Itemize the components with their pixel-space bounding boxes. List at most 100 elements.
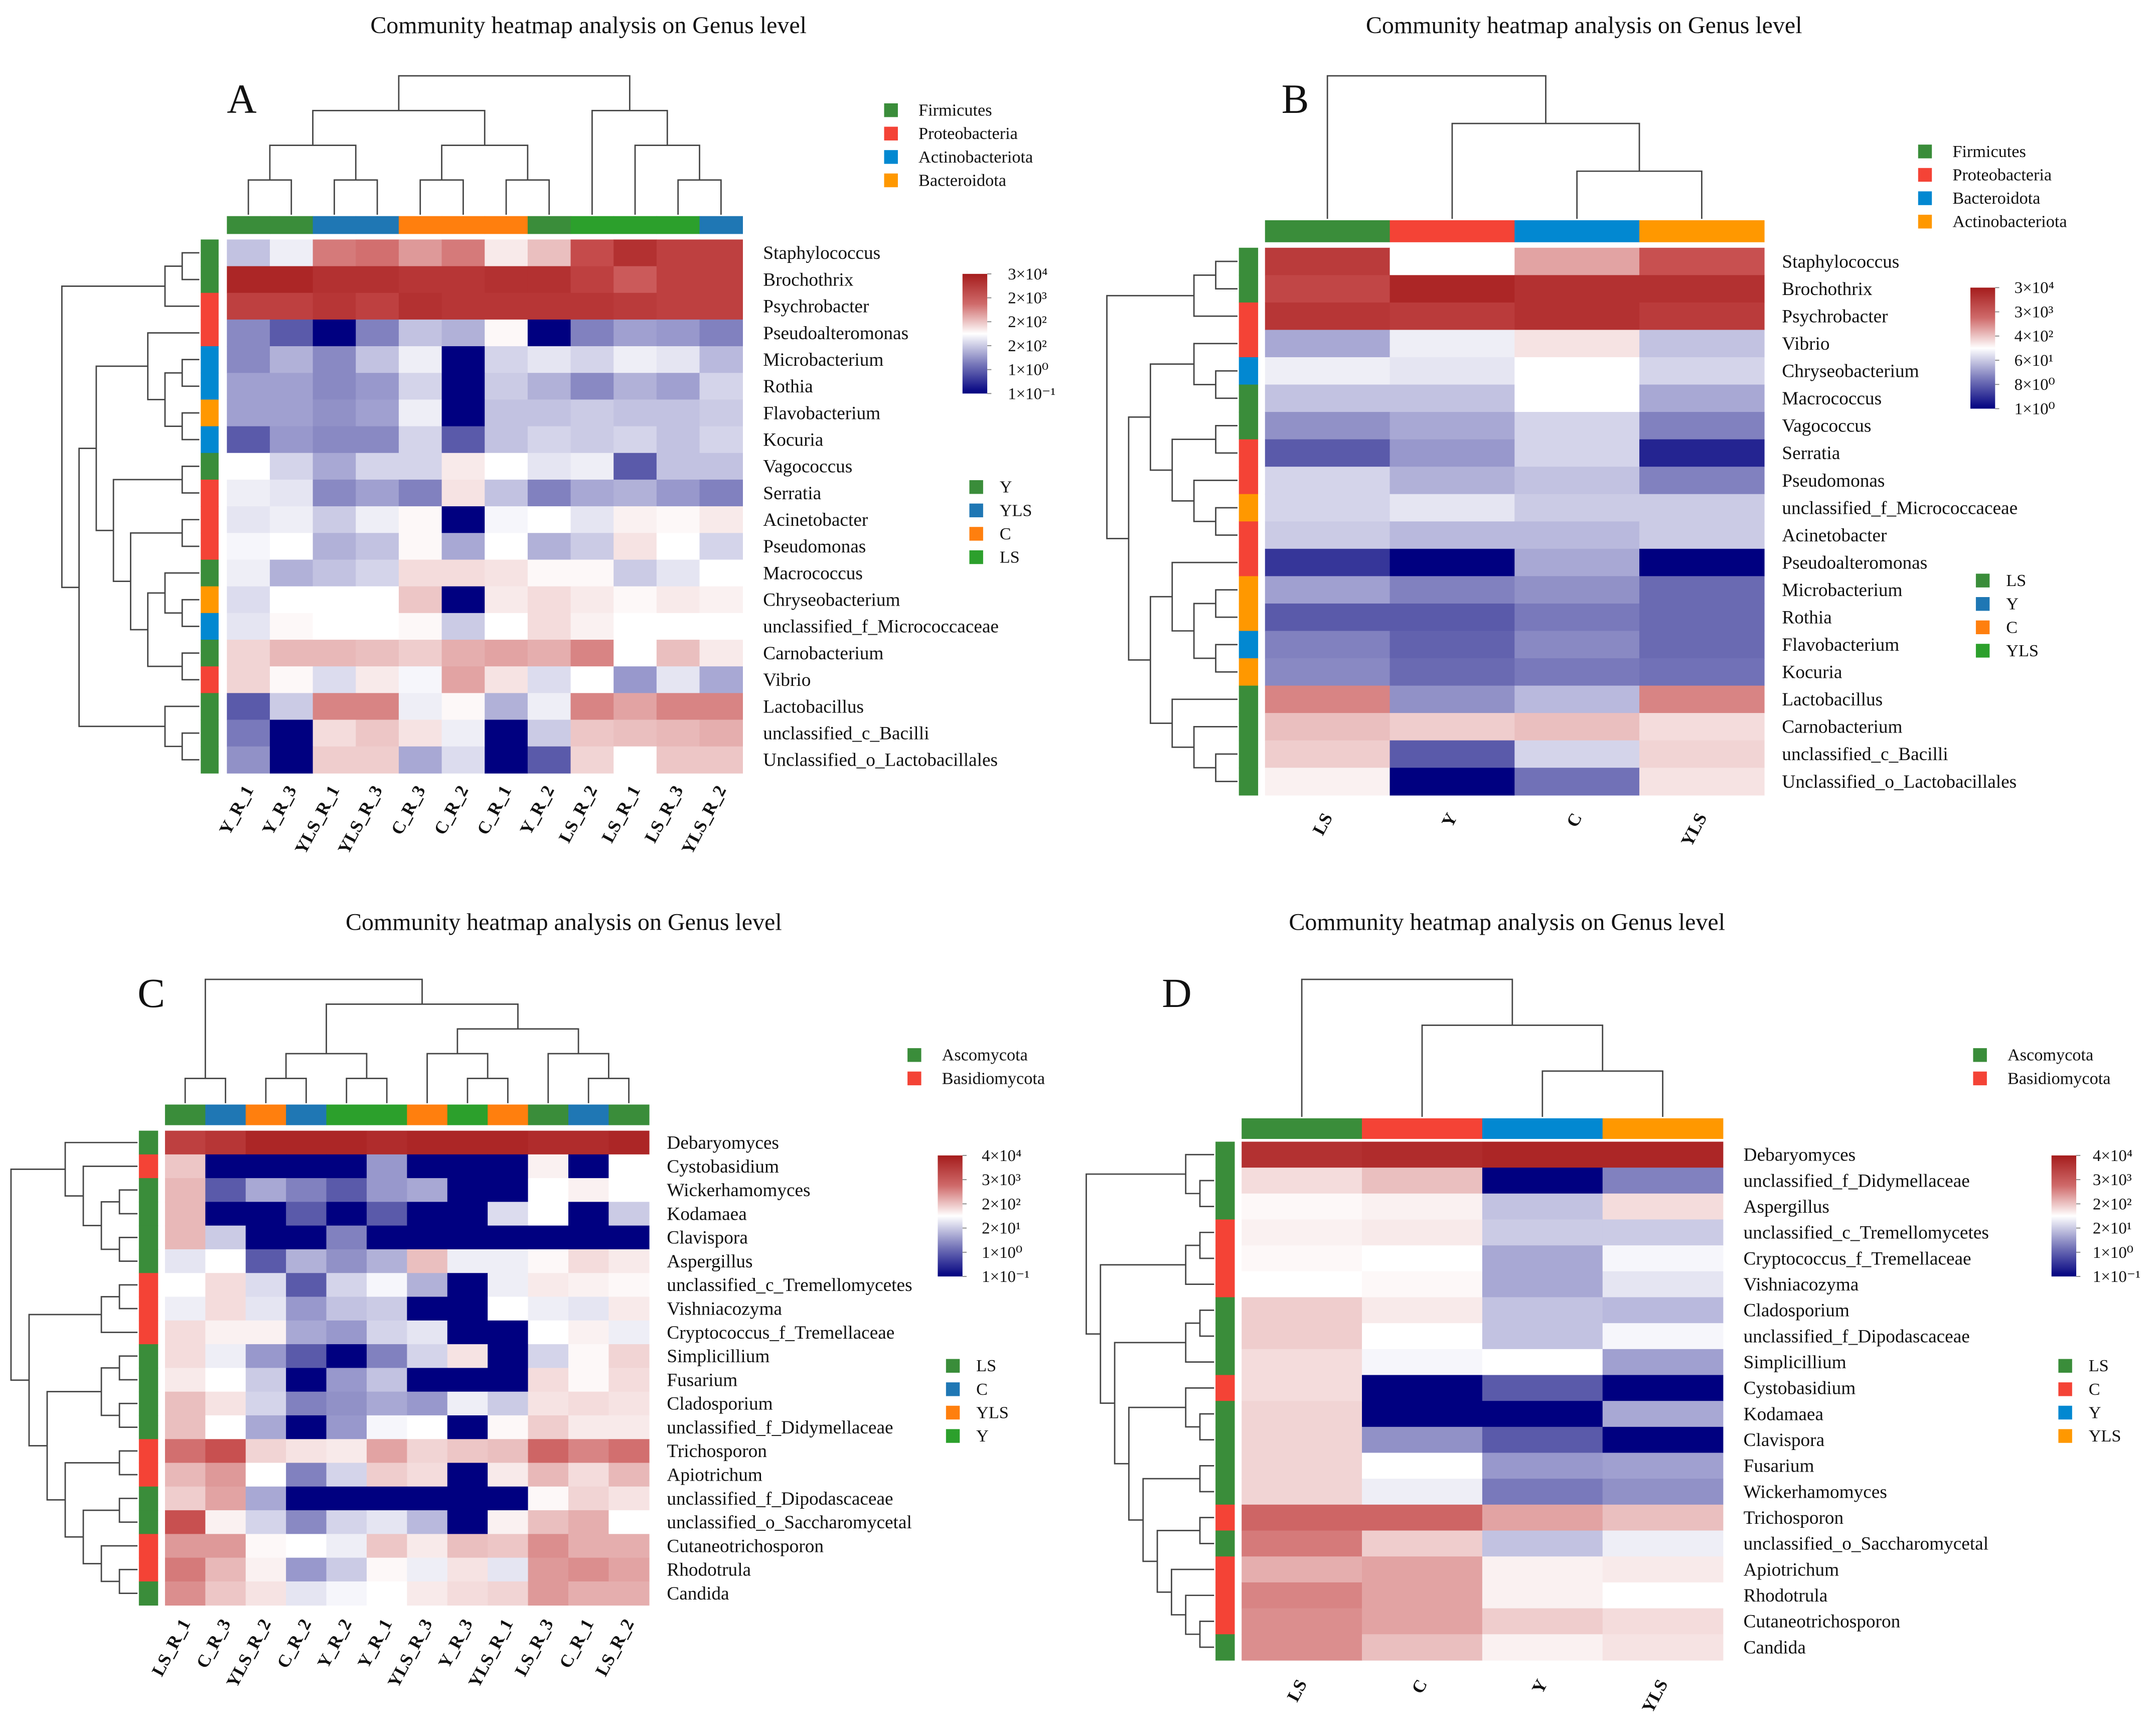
heatmap-cell (447, 1249, 488, 1274)
heatmap-cell (656, 479, 700, 507)
heatmap-cell (570, 373, 614, 400)
heatmap-cell (441, 506, 486, 534)
heatmap-cell (447, 1225, 488, 1250)
row-label: unclassified_c_Tremellomycetes (1744, 1223, 1989, 1243)
heatmap-cell (608, 1178, 650, 1203)
heatmap-cell (1602, 1219, 1724, 1246)
heatmap-cell (1265, 357, 1391, 385)
heatmap-cell (366, 1178, 408, 1203)
heatmap-cell (313, 293, 357, 320)
legend-label: Basidiomycota (942, 1069, 1045, 1088)
heatmap-cell (245, 1273, 286, 1297)
heatmap-cell (527, 613, 571, 640)
heatmap-cell (441, 479, 486, 507)
heatmap-cell (269, 693, 314, 720)
heatmap-cell (245, 1534, 286, 1558)
heatmap-cell (527, 559, 571, 587)
heatmap-cell (245, 1130, 286, 1155)
heatmap-cell (205, 1344, 246, 1369)
heatmap-cell (447, 1557, 488, 1582)
heatmap-cell (326, 1391, 367, 1416)
legend-label: Actinobacteriota (1952, 212, 2067, 231)
column-group-swatch (286, 1104, 327, 1125)
heatmap-cell (656, 693, 700, 720)
heatmap-cell (227, 613, 270, 640)
heatmap-cell (313, 453, 357, 480)
row-label: Unclassified_o_Lactobacillales (763, 750, 998, 771)
heatmap-cell (608, 1486, 650, 1511)
heatmap-cell (366, 1273, 408, 1297)
heatmap-cell (488, 1463, 529, 1487)
heatmap-cell (227, 479, 270, 507)
row-label: Staphylococcus (763, 243, 880, 263)
heatmap-cell (1602, 1634, 1724, 1661)
heatmap-cell (313, 559, 357, 587)
row-phylum-swatch (1215, 1530, 1235, 1557)
heatmap-cell (1639, 521, 1765, 549)
column-group-swatch (699, 216, 743, 234)
heatmap-cell (447, 1486, 488, 1511)
heatmap-cell (407, 1486, 448, 1511)
heatmap-cell (286, 1391, 327, 1416)
row-label: Cutaneotrichosporon (667, 1536, 824, 1556)
heatmap-cell (447, 1439, 488, 1464)
row-label: Kodamaea (1744, 1404, 1824, 1424)
heatmap-cell (269, 346, 314, 374)
heatmap-cell (1390, 412, 1515, 440)
column-label: Y_R_2 (313, 1616, 356, 1671)
column-group-swatch (1602, 1118, 1724, 1139)
heatmap-cell (1242, 1141, 1362, 1168)
heatmap-cell (447, 1368, 488, 1392)
column-group-bar (227, 216, 743, 234)
heatmap-cell (447, 1202, 488, 1226)
row-phylum-swatch (1239, 768, 1259, 796)
heatmap-cell (608, 1154, 650, 1179)
heatmap-cell (313, 266, 357, 294)
heatmap-cell (286, 1463, 327, 1487)
heatmap-cell (227, 346, 270, 374)
column-group-swatch (568, 1104, 609, 1125)
colorbar-tick-label: 3×10³ (2015, 303, 2054, 321)
row-phylum-bar (1239, 247, 1259, 796)
heatmap-cell (205, 1225, 246, 1250)
heatmap-cell (1482, 1530, 1603, 1557)
heatmap-cell (570, 746, 614, 774)
heatmap-cell (356, 613, 399, 640)
heatmap-cell (488, 1249, 529, 1274)
heatmap-cell (165, 1178, 206, 1203)
phylum-legend: Firmicutes Proteobacteria Bacteroidota Acti… (1918, 142, 2067, 231)
column-group-swatch (527, 216, 571, 234)
row-label: Trichosporon (667, 1441, 767, 1462)
heatmap-cell (485, 346, 528, 374)
heatmap-cell (613, 399, 657, 427)
row-phylum-swatch (201, 453, 219, 480)
heatmap-cell (1390, 439, 1515, 467)
heatmap-cell (165, 1154, 206, 1179)
heatmap-cell (488, 1344, 529, 1369)
legend-swatch (884, 150, 898, 164)
heatmap-cell (313, 479, 357, 507)
heatmap-cell (326, 1510, 367, 1535)
row-phylum-swatch (1239, 740, 1259, 768)
heatmap-cell (366, 1344, 408, 1369)
heatmap-cell (313, 373, 357, 400)
row-phylum-swatch (201, 639, 219, 667)
heatmap-cell (568, 1154, 609, 1179)
heatmap-cell (1602, 1530, 1724, 1557)
heatmap-cell (1265, 713, 1391, 741)
heatmap-cell (1514, 247, 1640, 276)
legend-swatch (884, 173, 898, 188)
phylum-legend: Ascomycota Basidiomycota (907, 1046, 1045, 1088)
row-label: unclassified_f_Dipodascaceae (1744, 1326, 1970, 1347)
row-label: unclassified_f_Micrococcaceae (763, 617, 999, 637)
heatmap-cell (165, 1510, 206, 1535)
heatmap-cell (269, 746, 314, 774)
heatmap-cell (366, 1320, 408, 1345)
heatmap-cell (485, 479, 528, 507)
heatmap-cell (1362, 1608, 1483, 1635)
legend-swatch (1973, 1071, 1987, 1086)
heatmap-cell (286, 1178, 327, 1203)
heatmap-cell (441, 426, 486, 454)
legend-swatch (1975, 597, 1990, 611)
heatmap-cell (485, 266, 528, 294)
